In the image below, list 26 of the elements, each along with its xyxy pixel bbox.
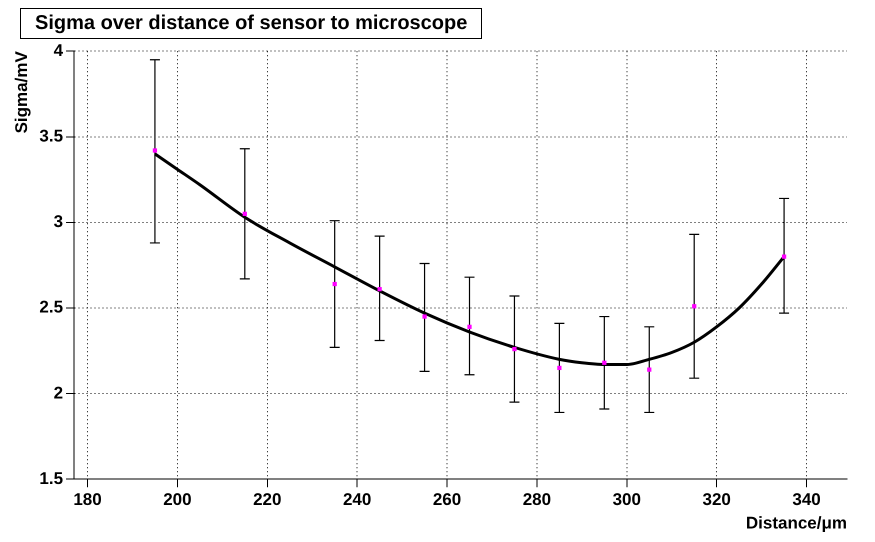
point: [242, 212, 247, 216]
y-tick-label: 3.5: [39, 126, 64, 146]
point: [467, 324, 472, 329]
point: [782, 254, 786, 259]
y-tick-label: 3: [54, 212, 64, 232]
point: [602, 360, 606, 365]
point: [647, 368, 652, 372]
x-tick-label: 300: [612, 490, 641, 510]
y-tick-label: 4: [54, 40, 64, 60]
x-tick-label: 200: [163, 490, 192, 510]
y-tick-label: 2.5: [39, 298, 64, 317]
x-tick-label: 320: [702, 490, 731, 510]
x-axis-title: Distance/μm: [746, 513, 847, 532]
y-tick-label: 2: [54, 383, 64, 402]
point: [692, 304, 696, 308]
x-tick-label: 240: [342, 490, 372, 510]
point: [332, 282, 337, 286]
chart-title: Sigma over distance of sensor to microscope: [20, 8, 482, 39]
point: [378, 287, 382, 292]
x-tick-label: 260: [432, 490, 462, 510]
x-tick-label: 180: [73, 490, 102, 510]
y-axis-title: Sigma/mV: [12, 50, 31, 134]
y-tick-label: 1.5: [39, 468, 64, 488]
x-tick-label: 220: [253, 490, 282, 510]
x-tick-label: 280: [522, 490, 552, 510]
x-tick-label: 340: [792, 490, 821, 510]
